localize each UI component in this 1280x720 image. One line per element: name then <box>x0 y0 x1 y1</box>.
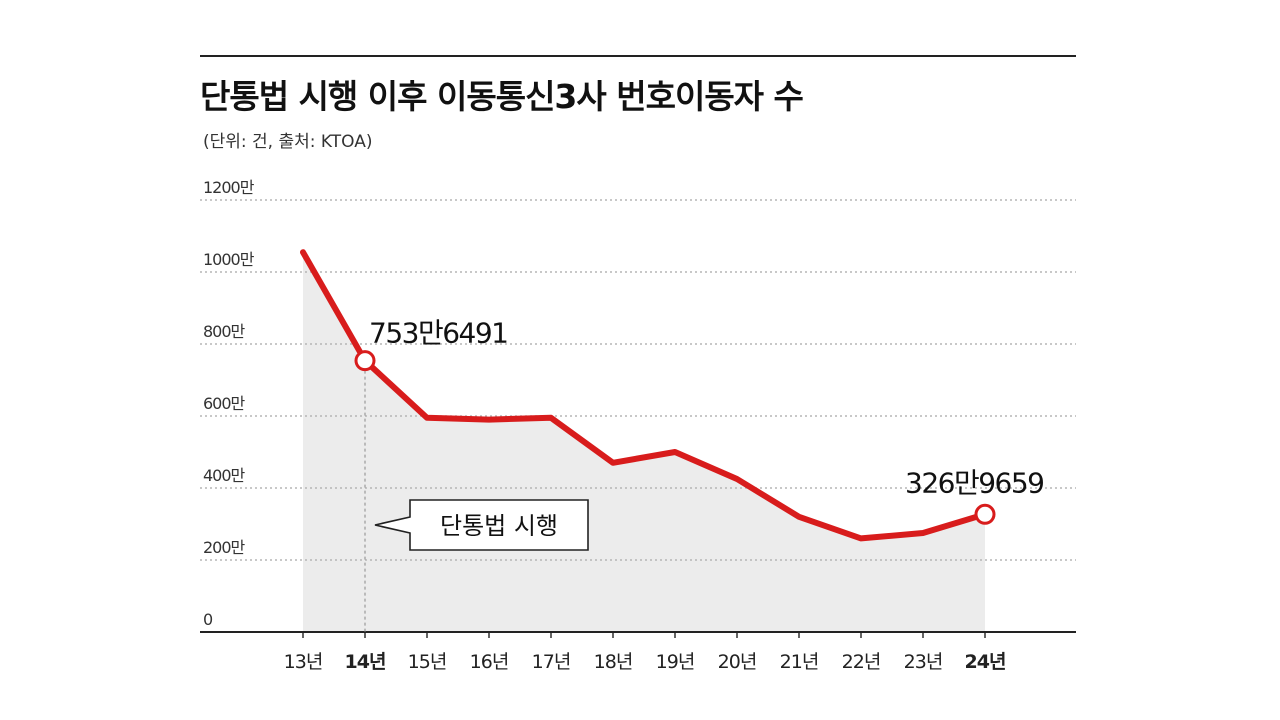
series-line <box>300 249 988 542</box>
x-tick-label: 14년 <box>345 651 386 673</box>
x-tick-label: 13년 <box>284 651 323 673</box>
data-label: 753만6491 <box>369 317 507 350</box>
data-point-marker <box>354 350 376 372</box>
y-tick-label: 400만 <box>203 466 246 485</box>
annotation-box <box>374 499 589 551</box>
x-tick-label: 15년 <box>408 651 447 673</box>
y-tick-label: 1200만 <box>203 178 255 197</box>
y-tick-label: 800만 <box>203 322 246 341</box>
y-tick-label: 0 <box>203 610 213 629</box>
x-tick-label: 20년 <box>718 651 757 673</box>
x-tick-label: 16년 <box>470 651 509 673</box>
y-tick-label: 200만 <box>203 538 246 557</box>
chart-title: 단통법 시행 이후 이동통신3사 번호이동자 수 <box>200 77 804 116</box>
top-rule <box>200 55 1076 57</box>
chart-subtitle: (단위: 건, 출처: KTOA) <box>203 132 373 152</box>
x-tick-label: 21년 <box>780 651 819 673</box>
x-tick-label: 22년 <box>842 651 881 673</box>
annotation-text: 단통법 시행 <box>440 512 558 540</box>
y-tick-label: 600만 <box>203 394 246 413</box>
x-tick-label: 19년 <box>656 651 695 673</box>
x-tick-label: 24년 <box>965 651 1006 673</box>
x-tick-label: 17년 <box>532 651 571 673</box>
data-label: 326만9659 <box>905 466 1043 499</box>
x-tick-label: 23년 <box>904 651 943 673</box>
y-tick-label: 1000만 <box>203 250 255 269</box>
x-tick-label: 18년 <box>594 651 633 673</box>
area-fill <box>303 252 985 632</box>
data-point-marker <box>974 503 996 525</box>
